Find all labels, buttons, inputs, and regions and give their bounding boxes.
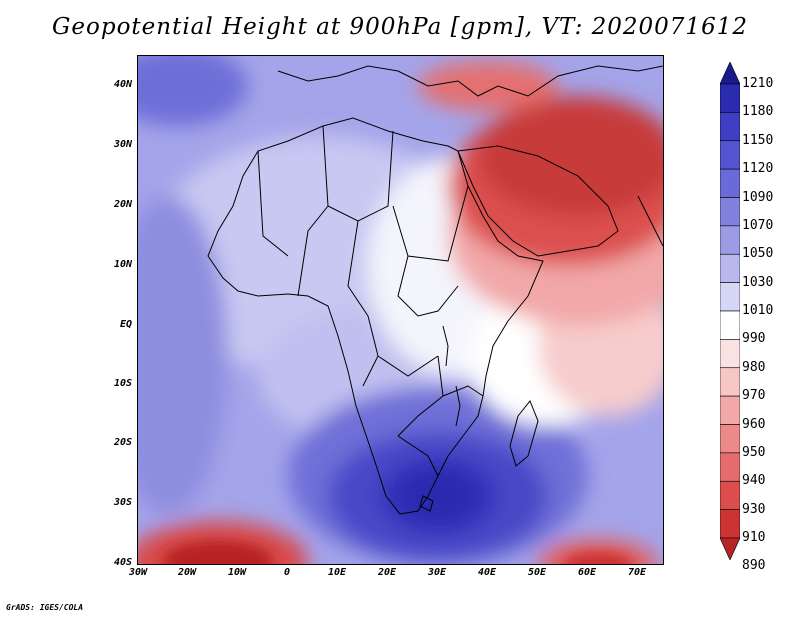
lon-label: 10W [227,567,247,578]
colorbar-level-label: 980 [742,359,766,375]
lat-label: 20S [113,437,132,448]
lat-label: 10N [113,259,132,270]
lon-label: 30E [427,567,447,578]
colorbar-segment [720,225,740,255]
colorbar-level-label: 1010 [742,303,774,318]
lon-label: 40E [477,567,497,578]
colorbar-segment [720,452,740,482]
colorbar-segment [720,395,740,425]
colorbar-level-label: 990 [742,331,766,347]
colorbar-level-label: 1070 [742,217,774,233]
lon-label: 0 [283,567,291,578]
colorbar-segment [720,282,740,312]
colorbar-top-arrow [720,62,740,85]
colorbar-segment [720,253,740,283]
colorbar-level-label: 1180 [742,104,774,120]
colorbar-level-label: 1050 [742,246,774,262]
colorbar-segment [720,140,740,170]
colorbar-segment [720,509,740,539]
lat-label: 40N [113,79,132,90]
lat-label: 40S [113,557,132,568]
colorbar-level-label: 1210 [742,76,774,91]
colorbar-level-label: 1150 [742,132,774,148]
colorbar-segment [720,112,740,142]
colorbar-level-label: 950 [742,444,766,460]
colorbar-level-label: 960 [742,416,766,432]
map-svg [138,56,663,564]
colorbar-segment [720,367,740,397]
coastlines [207,65,663,515]
lat-label: 20N [113,199,132,210]
colorbar-level-label: 1120 [742,161,774,177]
map-panel[interactable] [137,55,664,565]
colorbar-level-label: 1090 [742,189,774,205]
lat-label: 10S [113,378,132,389]
lon-label: 20E [377,567,397,578]
lon-label: 60E [577,567,597,578]
colorbar [720,62,740,560]
colorbar-segment [720,83,740,113]
colorbar-level-label: 970 [742,388,766,404]
colorbar-level-label: 910 [742,530,766,545]
colorbar-level-label: 890 [742,558,766,574]
lon-label: 30W [128,567,148,578]
lon-label: 50E [527,567,547,578]
lon-label: 70E [627,567,647,578]
chart-title: Geopotential Height at 900hPa [gpm], VT:… [52,14,748,40]
colorbar-level-label: 930 [742,501,766,517]
colorbar-segment [720,480,740,510]
height-field-detail [163,471,633,564]
lon-label: 20W [177,567,197,578]
grads-credit: GrADS: IGES/COLA [6,603,84,612]
lat-label: 30N [113,139,132,150]
colorbar-level-label: 940 [742,473,766,489]
lon-label: 10E [327,567,347,578]
lat-label: 30S [113,497,132,508]
colorbar-segment [720,339,740,369]
colorbar-segment [720,424,740,454]
height-field-shading [138,56,663,564]
colorbar-segment [720,310,740,340]
colorbar-level-label: 1030 [742,274,774,290]
colorbar-segment [720,168,740,198]
colorbar-segment [720,197,740,227]
lat-label: EQ [119,319,132,330]
colorbar-bottom-arrow [720,537,740,560]
